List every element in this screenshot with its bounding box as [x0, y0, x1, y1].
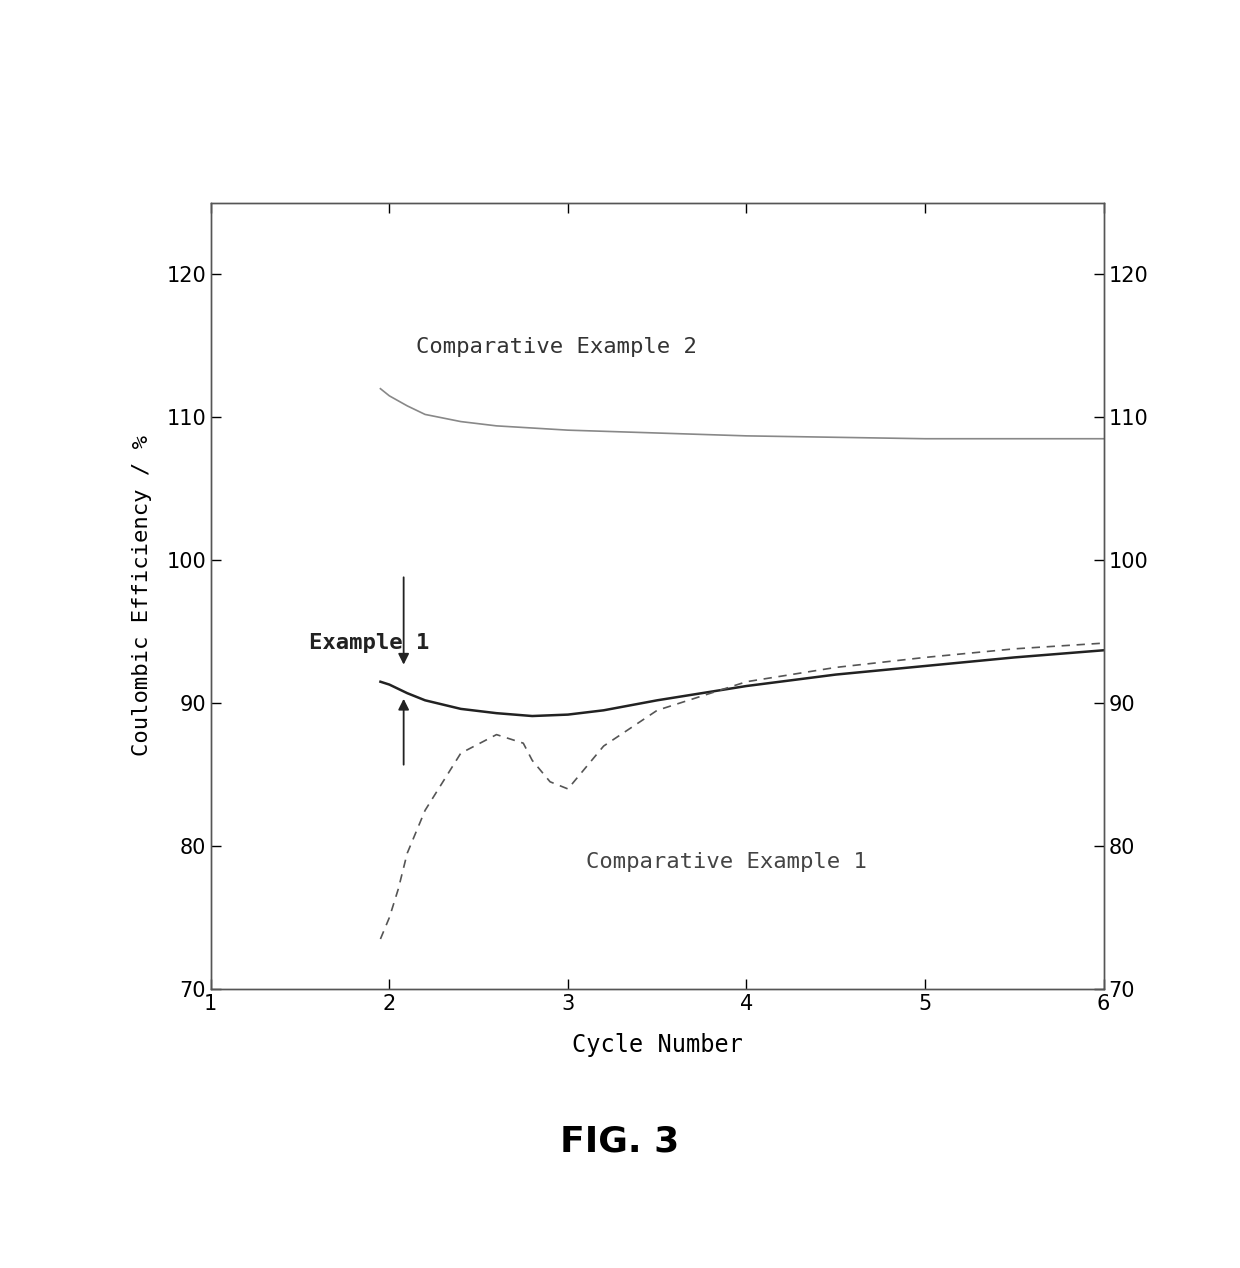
- Text: Comparative Example 1: Comparative Example 1: [585, 852, 867, 871]
- Y-axis label: Coulombic Efficiency / %: Coulombic Efficiency / %: [133, 435, 153, 757]
- X-axis label: Cycle Number: Cycle Number: [572, 1033, 743, 1058]
- Text: FIG. 3: FIG. 3: [560, 1125, 680, 1158]
- Text: Comparative Example 2: Comparative Example 2: [417, 337, 697, 358]
- Text: Example 1: Example 1: [309, 633, 429, 653]
